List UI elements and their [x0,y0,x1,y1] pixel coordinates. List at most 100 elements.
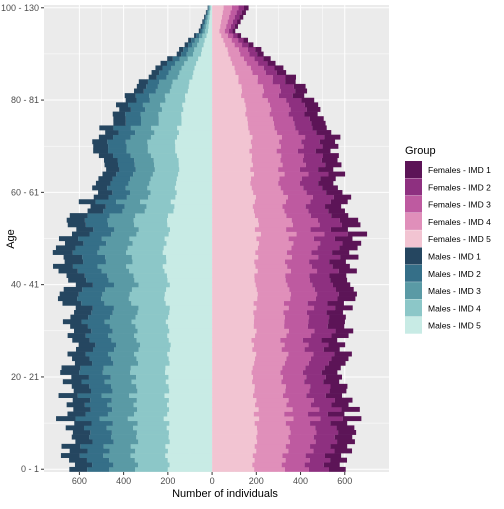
bar-females-imd-1 [319,139,336,145]
bar-females-imd-5 [212,106,247,112]
bar-males-imd-5 [164,296,213,302]
bar-females-imd-1 [339,217,359,223]
bar-males-imd-3 [109,213,136,219]
bar-females-imd-3 [271,106,291,112]
bar-males-imd-4 [147,148,176,154]
bar-males-imd-5 [169,226,213,232]
bar-females-imd-2 [278,93,293,99]
bar-males-imd-2 [92,282,114,288]
bar-males-imd-3 [99,416,128,422]
bar-males-imd-4 [138,439,170,445]
legend-label: Females - IMD 3 [428,200,491,210]
bar-females-imd-1 [325,162,342,168]
bar-males-imd-4 [129,236,165,242]
bar-males-imd-4 [136,374,169,380]
bar-females-imd-5 [212,185,252,191]
bar-females-imd-2 [316,430,339,435]
bar-females-imd-4 [252,153,282,159]
bar-females-imd-1 [339,245,358,251]
bar-females-imd-1 [324,134,341,140]
bar-males-imd-2 [156,74,167,80]
bar-males-imd-5 [170,199,213,205]
bar-females-imd-5 [212,134,253,140]
bar-females-imd-1 [337,296,356,302]
bar-females-imd-1 [332,263,350,269]
bar-females-imd-1 [337,439,355,445]
bar-females-imd-5 [212,333,256,339]
legend-label: Males - IMD 3 [428,286,481,296]
bar-males-imd-3 [199,33,203,39]
bar-females-imd-5 [212,356,256,362]
bar-females-imd-1 [257,51,264,57]
bar-females-imd-2 [311,250,333,255]
bar-males-imd-4 [132,240,167,246]
bar-females-imd-2 [319,406,342,412]
bar-males-imd-2 [89,434,112,440]
bar-females-imd-2 [310,420,331,426]
bar-females-imd-3 [285,420,311,426]
bar-males-imd-3 [113,305,139,311]
bar-males-imd-4 [164,93,186,99]
bar-females-imd-4 [227,46,239,52]
bar-females-imd-3 [280,337,303,343]
bar-females-imd-1 [334,351,352,357]
bar-females-imd-4 [253,323,285,329]
bar-females-imd-2 [272,74,286,80]
bar-males-imd-3 [149,97,166,103]
bar-males-imd-3 [105,259,133,265]
bar-males-imd-5 [170,342,213,348]
bar-females-imd-1 [322,143,339,149]
legend-title: Group [405,145,436,157]
bar-males-imd-1 [59,291,79,297]
bar-males-imd-5 [165,379,213,385]
bar-males-imd-4 [136,430,169,435]
bar-males-imd-3 [101,393,130,399]
bar-males-imd-5 [185,93,213,99]
bar-males-imd-4 [137,420,170,426]
bar-males-imd-5 [166,402,213,408]
bar-males-imd-3 [125,185,148,191]
bar-males-imd-1 [60,453,80,458]
bar-males-imd-2 [75,245,100,251]
bar-males-imd-5 [177,125,213,131]
bar-males-imd-4 [150,176,177,182]
bar-males-imd-2 [84,425,107,431]
bar-males-imd-3 [130,153,151,159]
bar-females-imd-1 [322,185,338,191]
bar-males-imd-1 [106,166,120,172]
bar-females-imd-5 [212,319,254,325]
bar-males-imd-4 [131,379,166,385]
bar-females-imd-1 [338,268,357,274]
bar-males-imd-3 [126,143,148,149]
bar-females-imd-2 [308,208,329,214]
bar-females-imd-5 [212,250,256,255]
bar-females-imd-2 [230,23,235,29]
bar-females-imd-5 [212,240,260,246]
bar-males-imd-5 [168,323,213,329]
bar-females-imd-4 [252,453,283,458]
legend-swatch [405,299,422,317]
bar-females-imd-2 [312,282,333,288]
bar-females-imd-4 [256,328,290,334]
bar-males-imd-2 [113,134,131,140]
bar-males-imd-4 [131,300,166,306]
bar-females-imd-2 [315,439,338,445]
bar-males-imd-5 [201,51,213,57]
bar-males-imd-1 [74,310,92,315]
bar-females-imd-2 [305,203,326,209]
bar-females-imd-1 [347,231,368,237]
bar-females-imd-3 [283,190,307,195]
bar-males-imd-5 [181,120,213,126]
bar-males-imd-2 [82,286,106,292]
bar-females-imd-2 [305,134,325,140]
legend-items: Females - IMD 1 Females - IMD 2 Females - … [405,161,491,334]
bar-females-imd-3 [285,383,311,389]
bar-males-imd-1 [66,402,85,408]
bar-males-imd-1 [113,116,126,122]
bar-males-imd-1 [176,51,182,57]
bar-males-imd-1 [113,120,126,126]
bar-males-imd-4 [137,310,170,315]
bar-males-imd-1 [76,346,94,352]
bar-females-imd-5 [212,116,248,122]
bar-females-imd-5 [212,74,239,80]
